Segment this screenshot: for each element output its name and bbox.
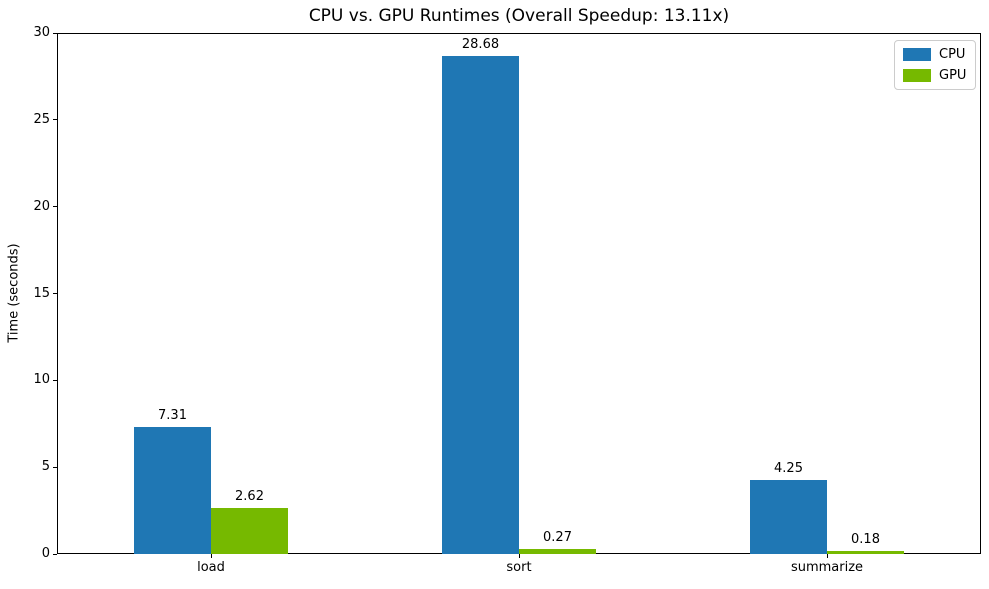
y-tick-mark-30 xyxy=(53,32,57,34)
y-tick-label-10: 10 xyxy=(33,372,50,388)
bar-value-gpu-load: 2.62 xyxy=(235,489,264,505)
plot-area xyxy=(57,33,981,554)
bar-cpu-load xyxy=(134,427,211,554)
y-tick-mark-5 xyxy=(53,466,57,468)
bar-gpu-summarize xyxy=(827,550,904,554)
bar-value-gpu-summarize: 0.18 xyxy=(851,531,880,547)
bar-value-cpu-sort: 28.68 xyxy=(461,36,500,52)
chart-title: CPU vs. GPU Runtimes (Overall Speedup: 1… xyxy=(308,6,730,26)
y-tick-mark-25 xyxy=(53,119,57,121)
y-tick-label-5: 5 xyxy=(41,459,50,475)
legend-label-gpu: GPU xyxy=(939,68,967,83)
legend-item-gpu: GPU xyxy=(903,68,966,83)
y-tick-label-25: 25 xyxy=(33,111,50,127)
y-tick-mark-0 xyxy=(53,553,57,555)
x-tick-mark-summarize xyxy=(826,554,828,558)
legend: CPU GPU xyxy=(894,40,977,90)
legend-label-cpu: CPU xyxy=(939,47,966,62)
x-tick-label-sort: sort xyxy=(506,560,532,575)
y-tick-mark-10 xyxy=(53,379,57,381)
bar-gpu-load xyxy=(211,508,288,554)
y-tick-label-0: 0 xyxy=(41,546,50,561)
bar-cpu-summarize xyxy=(750,480,827,554)
y-tick-mark-15 xyxy=(53,293,57,294)
legend-item-cpu: CPU xyxy=(903,47,966,62)
bar-cpu-sort xyxy=(442,55,519,554)
y-tick-mark-20 xyxy=(53,206,57,208)
y-tick-label-20: 20 xyxy=(33,198,50,214)
x-tick-mark-sort xyxy=(518,554,520,558)
bar-value-gpu-sort: 0.27 xyxy=(543,530,572,546)
bar-gpu-sort xyxy=(519,549,596,554)
legend-swatch-cpu xyxy=(903,48,931,61)
y-tick-label-15: 15 xyxy=(33,285,50,301)
bar-value-cpu-load: 7.31 xyxy=(158,408,187,424)
bar-value-cpu-summarize: 4.25 xyxy=(774,461,803,477)
x-tick-label-summarize: summarize xyxy=(790,560,864,575)
legend-swatch-gpu xyxy=(903,69,931,82)
x-tick-mark-load xyxy=(210,554,212,558)
x-tick-label-load: load xyxy=(197,560,225,575)
y-tick-label-30: 30 xyxy=(33,25,50,40)
